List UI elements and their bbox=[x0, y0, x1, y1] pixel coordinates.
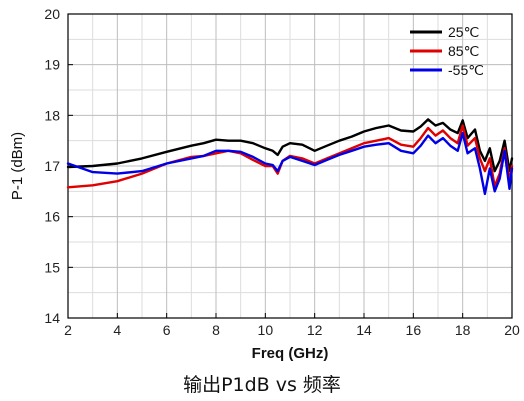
x-tick-label: 8 bbox=[212, 322, 220, 338]
x-tick-label: 2 bbox=[64, 322, 72, 338]
chart-caption: 输出P1dB vs 频率 bbox=[183, 374, 341, 396]
legend-label-3: -55℃ bbox=[448, 62, 484, 78]
x-tick-label: 12 bbox=[307, 322, 323, 338]
y-tick-label: 20 bbox=[44, 6, 60, 22]
x-tick-label: 18 bbox=[455, 322, 471, 338]
x-tick-label: 14 bbox=[356, 322, 372, 338]
y-tick-label: 18 bbox=[44, 107, 60, 123]
y-tick-label: 19 bbox=[44, 57, 60, 73]
y-tick-label: 17 bbox=[44, 158, 60, 174]
legend-label-2: 85℃ bbox=[448, 43, 479, 59]
series-line-1 bbox=[66, 118, 514, 173]
legend-label-1: 25℃ bbox=[448, 24, 479, 40]
x-axis-title: Freq (GHz) bbox=[252, 345, 329, 362]
y-tick-label: 16 bbox=[44, 209, 60, 225]
x-tick-label: 20 bbox=[504, 322, 520, 338]
series-line-3 bbox=[66, 131, 514, 196]
x-tick-label: 10 bbox=[258, 322, 274, 338]
y-tick-label: 14 bbox=[44, 310, 60, 326]
x-tick-label: 6 bbox=[163, 322, 171, 338]
y-tick-label: 15 bbox=[44, 259, 60, 275]
x-tick-label: 16 bbox=[406, 322, 422, 338]
x-tick-label: 4 bbox=[113, 322, 121, 338]
series-line-2 bbox=[66, 124, 514, 189]
y-axis-title: P-1 (dBm) bbox=[9, 132, 26, 200]
